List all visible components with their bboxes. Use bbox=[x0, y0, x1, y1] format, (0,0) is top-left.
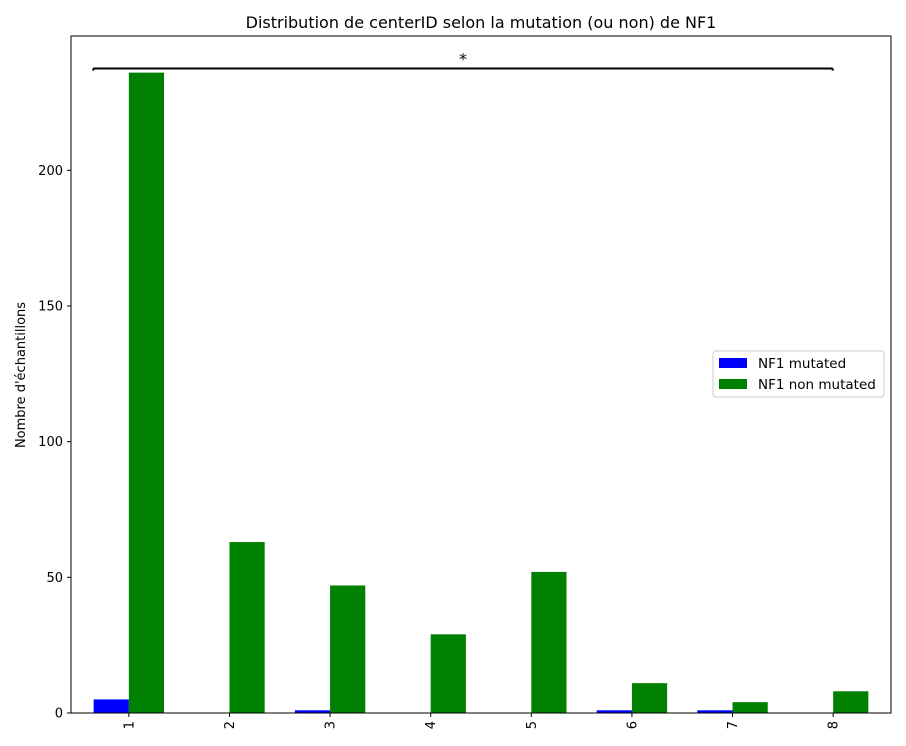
legend-swatch-non-mutated bbox=[719, 379, 747, 389]
bar-non-mutated-5 bbox=[531, 571, 567, 713]
x-tick-label: 2 bbox=[223, 721, 238, 729]
legend: NF1 mutated NF1 non mutated bbox=[712, 350, 885, 398]
bar-mutated-6 bbox=[596, 710, 632, 713]
x-tick-label: 3 bbox=[324, 721, 339, 729]
plot-area-frame bbox=[70, 35, 892, 714]
bar-non-mutated-8 bbox=[833, 691, 869, 713]
y-tick-label: 200 bbox=[38, 164, 63, 179]
bar-non-mutated-6 bbox=[631, 683, 668, 713]
legend-label-mutated: NF1 mutated bbox=[758, 356, 846, 372]
legend-swatch-mutated bbox=[719, 358, 747, 368]
y-tick-label: 0 bbox=[55, 707, 63, 722]
x-tick-label: 8 bbox=[827, 721, 842, 729]
bar-non-mutated-2 bbox=[229, 542, 265, 713]
bar-non-mutated-3 bbox=[330, 585, 366, 713]
bar-non-mutated-1 bbox=[128, 72, 165, 713]
bar-non-mutated-7 bbox=[732, 702, 768, 713]
y-axis: 0 50 100 150 200 bbox=[38, 164, 71, 722]
bars-group bbox=[93, 72, 869, 713]
x-tick-label: 1 bbox=[122, 721, 137, 729]
x-axis: 1 2 3 4 5 6 7 8 bbox=[122, 713, 842, 729]
y-tick-label: 50 bbox=[46, 571, 63, 586]
chart-title: Distribution de centerID selon la mutati… bbox=[246, 13, 717, 32]
legend-label-non-mutated: NF1 non mutated bbox=[758, 377, 876, 393]
x-tick-label: 6 bbox=[625, 721, 640, 729]
x-tick-label: 5 bbox=[525, 721, 540, 729]
y-tick-label: 150 bbox=[38, 299, 63, 314]
significance-star: * bbox=[459, 50, 467, 69]
bar-mutated-3 bbox=[294, 710, 331, 713]
bar-mutated-1 bbox=[93, 699, 129, 713]
y-tick-label: 100 bbox=[38, 435, 63, 450]
y-axis-label: Nombre d'échantillons bbox=[14, 302, 29, 448]
x-tick-label: 4 bbox=[424, 721, 439, 729]
bar-non-mutated-4 bbox=[430, 634, 466, 713]
legend-frame bbox=[712, 350, 885, 398]
bar-mutated-7 bbox=[697, 710, 733, 713]
significance-annotation: * bbox=[92, 50, 834, 71]
x-tick-label: 7 bbox=[726, 721, 741, 729]
